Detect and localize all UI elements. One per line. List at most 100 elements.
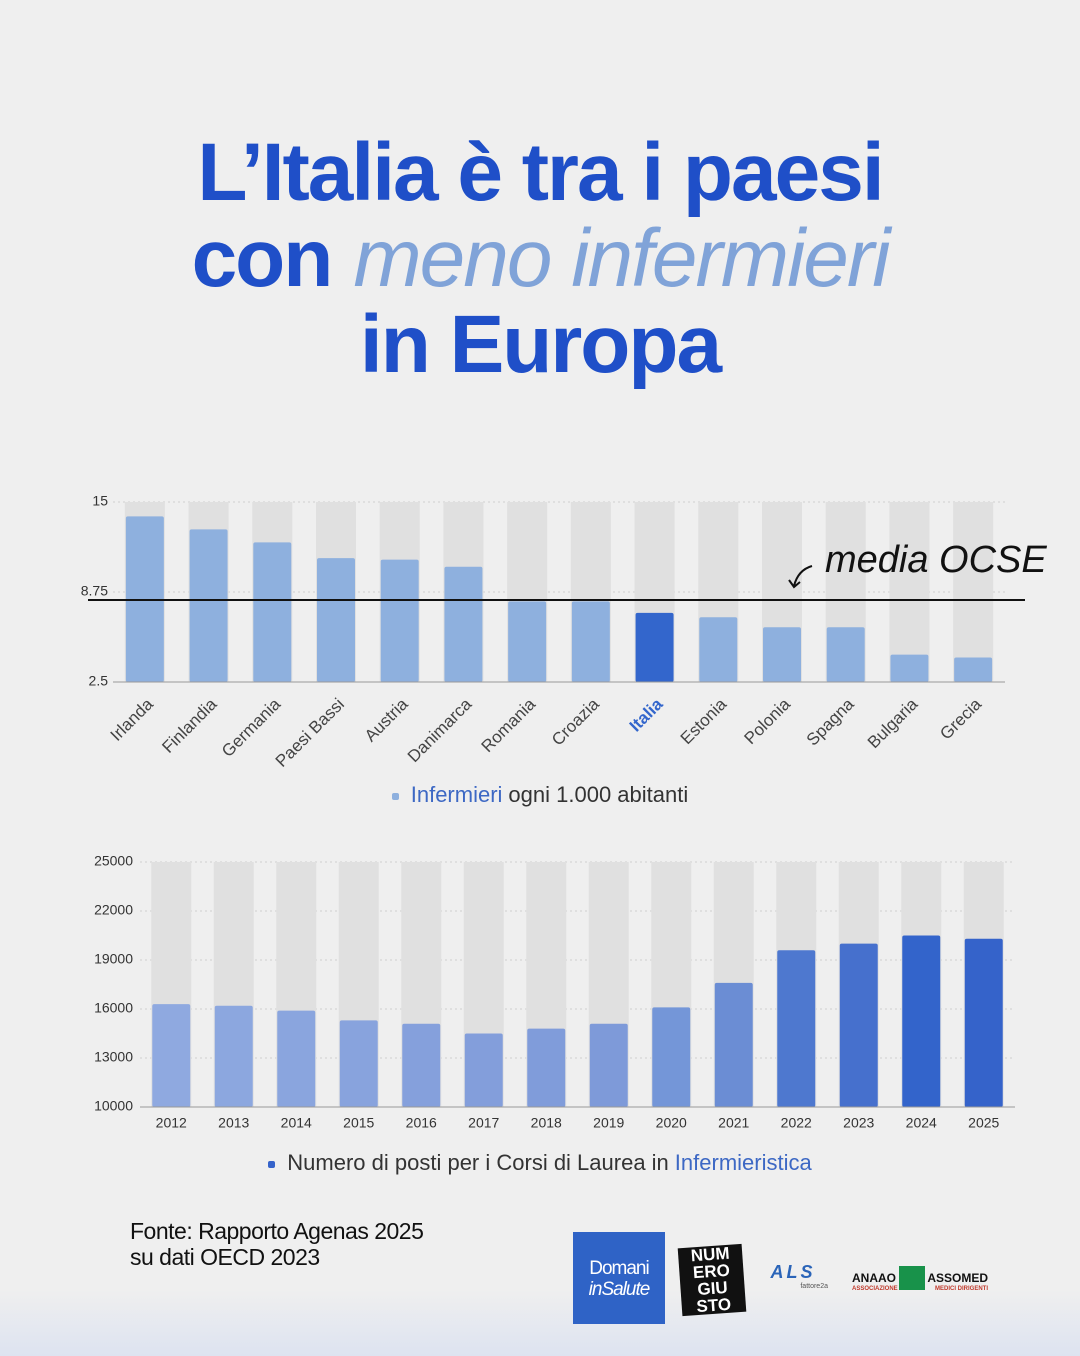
source-line: su dati OECD 2023: [130, 1244, 320, 1270]
y-tick-label: 19000: [94, 951, 133, 967]
x-tick-label: 2024: [906, 1115, 937, 1131]
bar: [444, 566, 483, 682]
y-tick-label: 22000: [94, 902, 133, 918]
x-tick-label: 2015: [343, 1115, 374, 1131]
legend: Infermieri ogni 1.000 abitanti: [0, 782, 1080, 808]
x-tick-label: 2013: [218, 1115, 249, 1131]
bar: [964, 938, 1003, 1107]
bar: [189, 529, 228, 682]
title-line: L’Italia è tra i paesi: [0, 130, 1080, 216]
y-tick-label: 13000: [94, 1049, 133, 1065]
x-tick-label: Grecia: [936, 694, 985, 743]
bar: [317, 558, 355, 682]
legend-marker: [391, 792, 399, 800]
logo-text: ASSOCIAZIONE: [852, 1286, 898, 1292]
x-tick-label: 2017: [468, 1115, 499, 1131]
x-tick-label: 2023: [843, 1115, 874, 1131]
y-tick-label: 15: [92, 493, 108, 509]
bar: [763, 627, 801, 682]
x-tick-label: 2018: [531, 1115, 562, 1131]
x-tick-label: 2019: [593, 1115, 624, 1131]
logo-text: ASSOMED: [927, 1271, 988, 1285]
y-tick-label: 25000: [94, 853, 133, 869]
bar: [635, 612, 674, 682]
bottom-band: [0, 1290, 1080, 1356]
bar-background: [953, 502, 994, 682]
x-tick-label: Irlanda: [107, 694, 158, 745]
x-tick-label: Croazia: [548, 694, 603, 749]
bar: [380, 559, 419, 682]
bar: [152, 1004, 191, 1107]
y-tick-label: 2.5: [89, 673, 109, 689]
bar: [890, 654, 929, 682]
title-line: con meno infermieri: [0, 216, 1080, 302]
reference-label: media OCSE: [825, 539, 1047, 581]
legend-text: Infermieri: [410, 782, 503, 807]
title-text: in Europa: [359, 299, 722, 390]
bar: [527, 1028, 566, 1107]
title-line: in Europa: [0, 302, 1080, 388]
bar: [839, 943, 878, 1107]
x-tick-label: 2012: [156, 1115, 187, 1131]
bar: [826, 627, 865, 682]
y-tick-label: 16000: [94, 1000, 133, 1016]
logo-text: ANAAO: [852, 1271, 896, 1285]
title-text: meno infermieri: [353, 213, 890, 304]
bar: [902, 935, 941, 1107]
x-tick-label: Danimarca: [404, 694, 476, 766]
x-tick-label: 2020: [656, 1115, 687, 1131]
logo-mark: [898, 1266, 925, 1290]
bar: [339, 1020, 378, 1107]
x-tick-label: Paesi Bassi: [272, 695, 348, 771]
bar: [589, 1023, 628, 1107]
source-line: Fonte: Rapporto Agenas 2025: [130, 1218, 424, 1244]
x-tick-label: Romania: [478, 694, 540, 756]
x-tick-label: Polonia: [740, 694, 794, 748]
x-tick-label: Bulgaria: [864, 694, 922, 752]
logo-text: MEDICI DIRIGENTI: [934, 1286, 988, 1292]
legend-text: Numero di posti per i Corsi di Laurea in: [287, 1150, 669, 1175]
logo-anaao: ANAAO ASSOMED ASSOCIAZIONE MEDICI DIRIGE…: [852, 1266, 988, 1292]
bar: [699, 617, 738, 682]
reference-arrow: [788, 565, 813, 589]
legend-text: Infermieristica: [674, 1150, 812, 1175]
y-tick-label: 10000: [94, 1098, 133, 1114]
x-tick-label: 2014: [281, 1115, 312, 1131]
x-tick-label: Italia: [626, 694, 667, 735]
x-tick-label: 2022: [781, 1115, 812, 1131]
x-tick-label: Finlandia: [158, 694, 221, 757]
logo-text: fattore2a: [800, 1283, 828, 1290]
bar: [277, 1010, 316, 1107]
source: Fonte: Rapporto Agenas 2025 su dati OECD…: [130, 1218, 424, 1270]
bar: [402, 1023, 441, 1107]
bar: [777, 950, 816, 1107]
bar: [464, 1033, 503, 1107]
y-tick-label: 8.75: [81, 583, 108, 599]
bar-background: [889, 502, 930, 682]
x-tick-label: 2021: [718, 1115, 749, 1131]
legend-marker: [268, 1160, 276, 1168]
logo-numero-giusto: NUM ERO GIU STO: [677, 1244, 747, 1317]
bar: [508, 601, 547, 682]
x-tick-label: Austria: [361, 694, 412, 745]
x-tick-label: Germania: [218, 694, 285, 761]
x-tick-label: Estonia: [677, 694, 731, 748]
x-tick-label: 2025: [968, 1115, 999, 1131]
bar: [954, 657, 993, 682]
logo-domani: Domani inSalute: [573, 1232, 665, 1324]
x-tick-label: 2016: [406, 1115, 437, 1131]
legend: Numero di posti per i Corsi di Laurea in…: [0, 1150, 1080, 1176]
bar: [214, 1005, 253, 1107]
legend-text: ogni 1.000 abitanti: [508, 782, 689, 807]
logo-text: Domani: [589, 1258, 649, 1279]
bar: [652, 1007, 691, 1107]
logo-als: ALS fattore2a: [758, 1262, 829, 1290]
logo-text: ALS: [770, 1262, 816, 1282]
title-text: L’Italia è tra i paesi: [197, 127, 884, 218]
bar: [571, 601, 610, 682]
bar: [253, 542, 292, 682]
title-text: con: [191, 213, 334, 304]
bar: [714, 982, 753, 1107]
